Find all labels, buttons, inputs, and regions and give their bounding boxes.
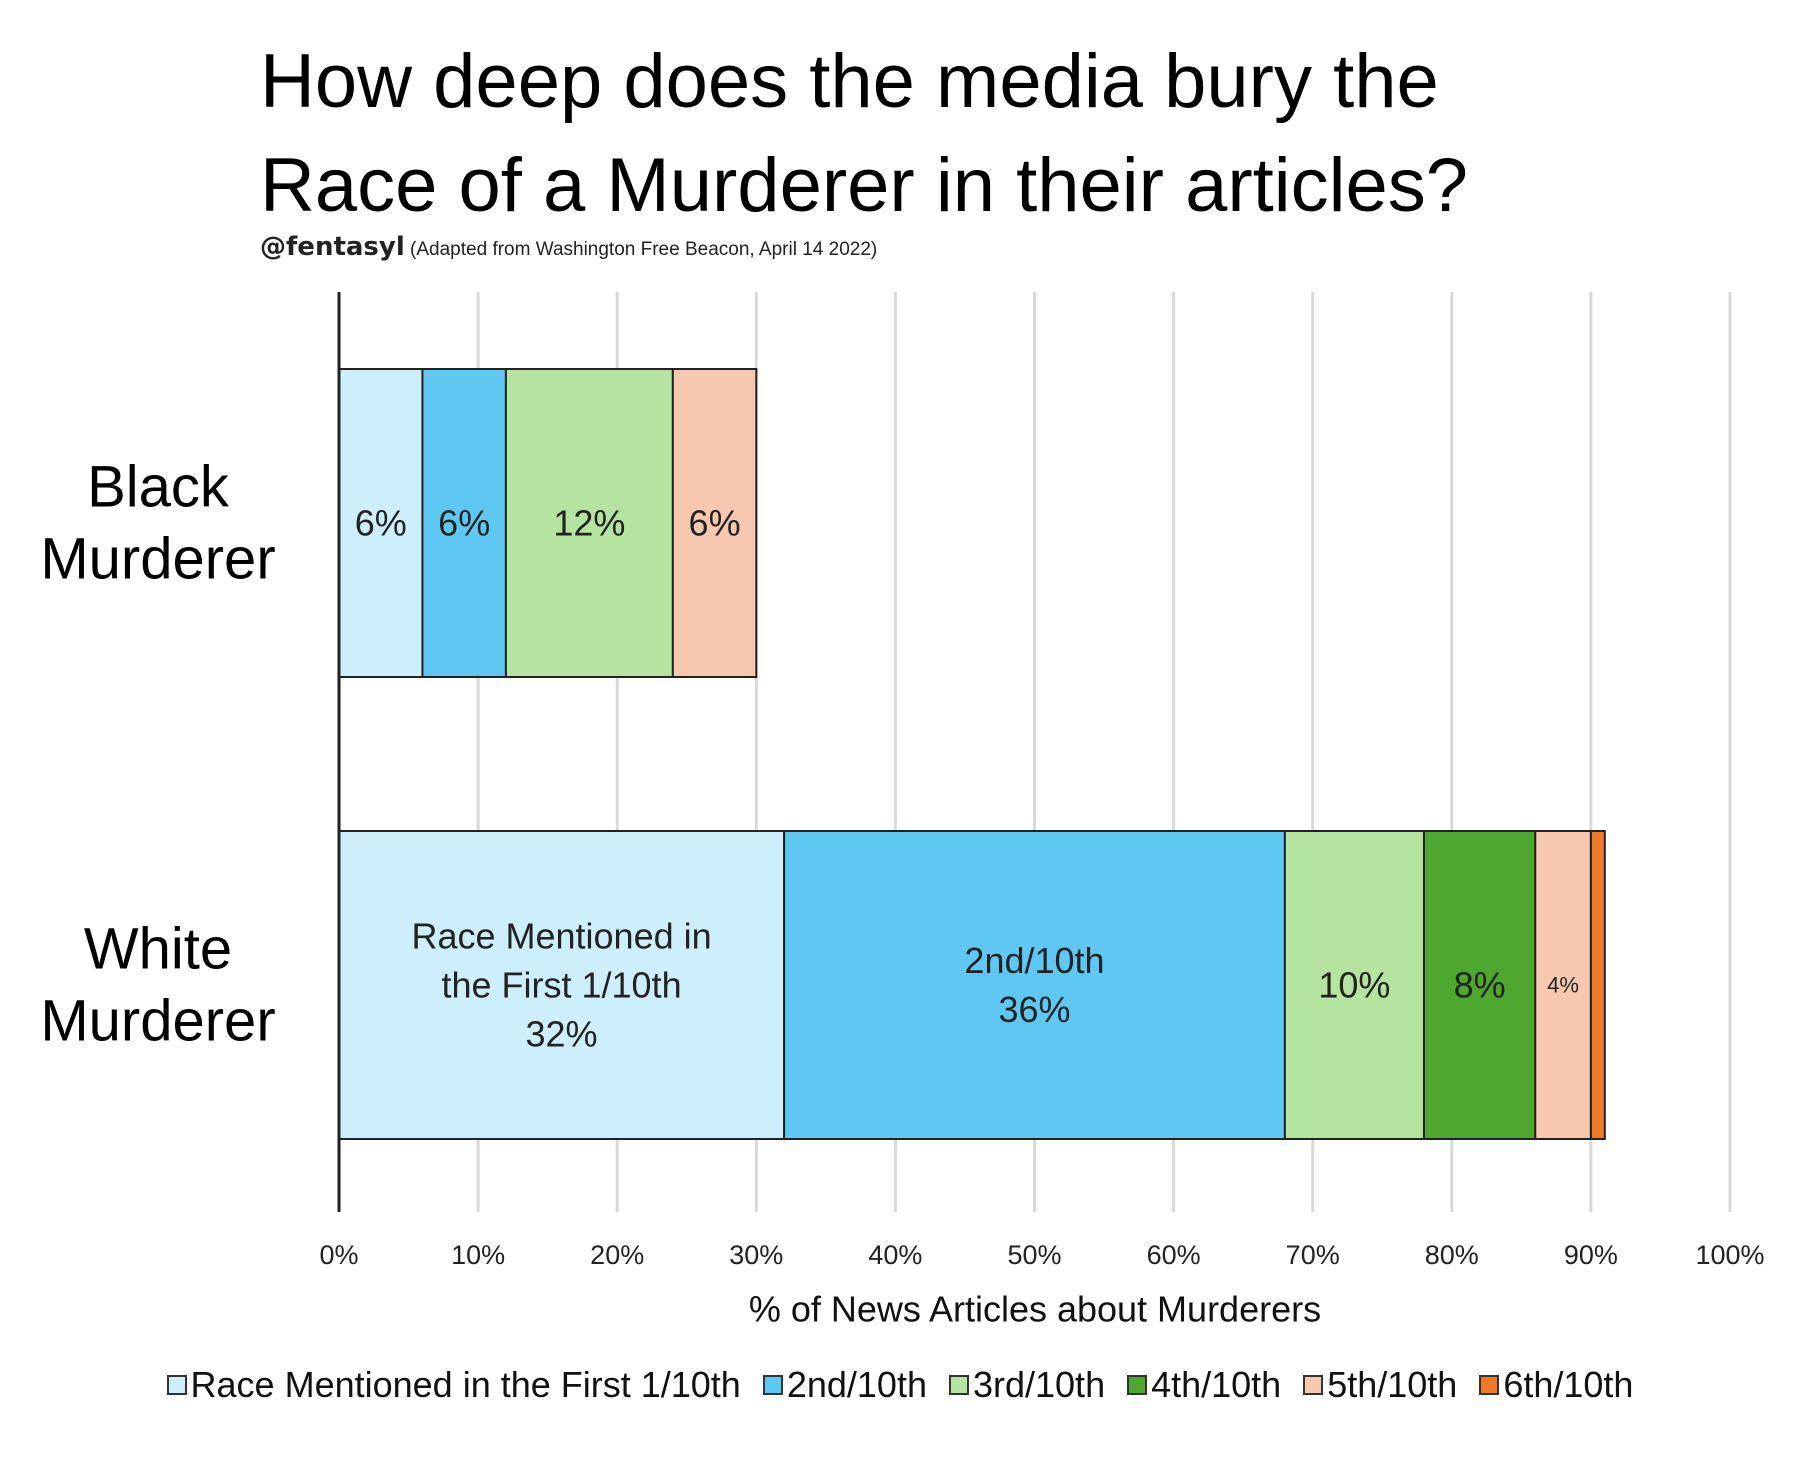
bar-segment [783,830,1286,1140]
chart-title-line-1: How deep does the media bury the [260,39,1439,124]
legend-item: 6th/10th [1479,1364,1633,1406]
category-label: White [84,917,232,982]
x-tick-label: 90% [1564,1240,1618,1270]
chart-subtitle: @fentasyl (Adapted from Washington Free … [260,232,877,262]
bar-segment [1422,830,1537,1140]
bar-segment [1534,830,1592,1140]
data-label: 12% [553,503,625,544]
legend-swatch [948,1375,969,1395]
legend-item: 2nd/10th [762,1364,927,1406]
data-label: 2nd/10th [964,940,1104,981]
legend-item: 4th/10th [1127,1364,1281,1406]
bar-segment [1589,830,1606,1140]
data-label: 8% [1454,965,1506,1006]
x-tick-label: 60% [1147,1240,1201,1270]
x-tick-label: 80% [1425,1240,1479,1270]
data-label: 6% [438,503,490,544]
legend-label: 2nd/10th [786,1364,927,1405]
author-handle: @fentasyl [260,232,405,262]
data-label: 10% [1318,965,1390,1006]
legend-item: Race Mentioned in the First 1/10th [166,1364,741,1406]
legend-swatch [762,1375,783,1395]
legend-swatch [1479,1375,1500,1395]
legend-swatch [1303,1375,1324,1395]
bar-segment [1283,830,1425,1140]
category-label: Murderer [40,989,275,1054]
legend-swatch [166,1375,187,1395]
bar-segment [421,368,507,678]
data-label: 6% [689,503,741,544]
bar-segment [338,830,786,1140]
x-tick-label: 0% [319,1240,358,1270]
source-note: (Adapted from Washington Free Beacon, Ap… [410,239,878,260]
x-tick-label: 20% [590,1240,644,1270]
legend-label: 3rd/10th [972,1364,1106,1405]
x-tick-label: 40% [868,1240,922,1270]
x-axis-title: % of News Articles about Murderers [749,1289,1321,1330]
x-tick-label: 10% [451,1240,505,1270]
data-label: 4% [1547,973,1579,998]
category-label: Black [87,455,230,520]
legend-swatch [1127,1375,1148,1395]
legend-label: Race Mentioned in the First 1/10th [190,1364,741,1405]
chart-title: How deep does the media bury the Race of… [260,30,1760,238]
bar-segment [671,368,758,678]
bar-segment [338,368,424,678]
data-label: 6% [355,503,407,544]
chart-legend: Race Mentioned in the First 1/10th 2nd/10… [0,1364,1800,1406]
data-label: the First 1/10th [441,965,681,1006]
x-tick-label: 100% [1695,1240,1764,1270]
legend-item: 5th/10th [1303,1364,1457,1406]
category-label: Murderer [40,527,275,592]
data-label: 32% [526,1013,598,1054]
legend-item: 3rd/10th [948,1364,1106,1406]
x-tick-label: 70% [1286,1240,1340,1270]
bar-segment [504,368,674,678]
legend-label: 5th/10th [1327,1364,1458,1405]
x-tick-label: 50% [1007,1240,1061,1270]
chart-title-line-2: Race of a Murderer in their articles? [260,143,1469,228]
data-label: Race Mentioned in [411,916,711,957]
data-label: 36% [998,989,1070,1030]
legend-label: 4th/10th [1151,1364,1282,1405]
x-tick-label: 30% [729,1240,783,1270]
legend-label: 6th/10th [1503,1364,1634,1405]
